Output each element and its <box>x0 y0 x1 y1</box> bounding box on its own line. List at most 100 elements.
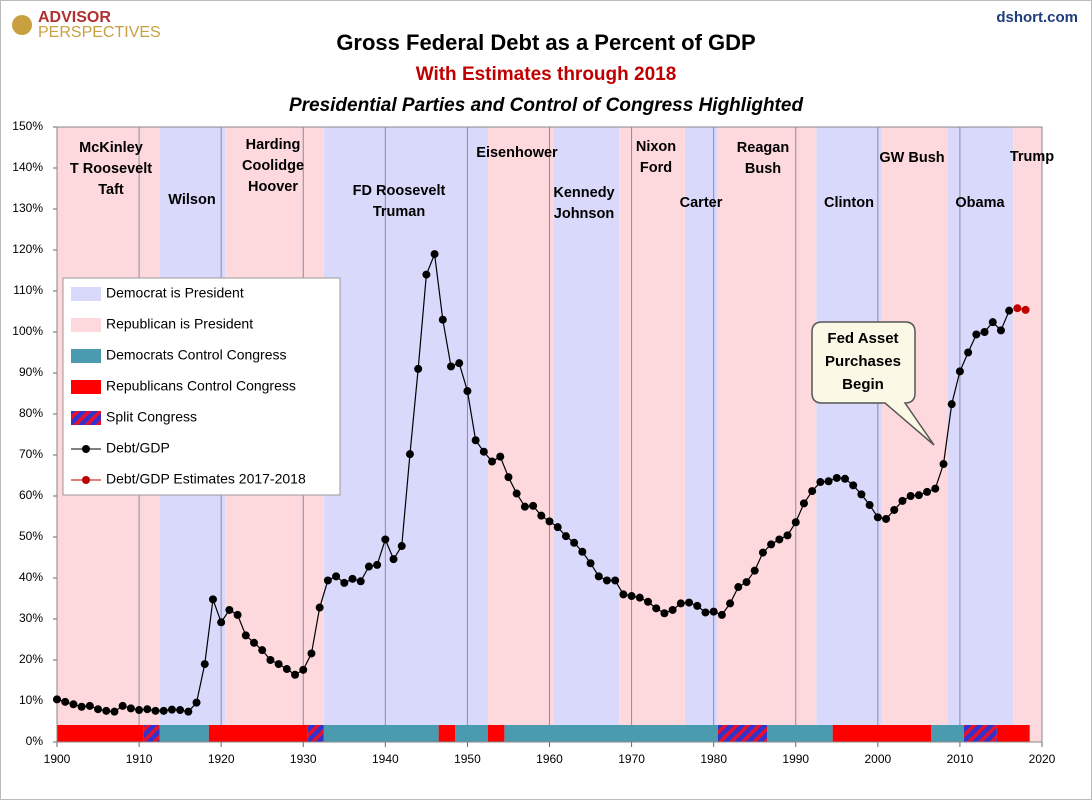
data-point <box>217 618 226 627</box>
y-tick-label: 80% <box>19 406 43 420</box>
data-point <box>561 532 570 541</box>
data-point <box>1013 304 1022 313</box>
data-point <box>405 450 414 459</box>
president-label: Obama <box>955 195 1005 211</box>
data-point <box>471 436 480 445</box>
president-label: T Roosevelt <box>70 161 152 177</box>
data-point <box>479 447 488 456</box>
president-label: Nixon <box>636 139 676 155</box>
data-point <box>996 326 1005 335</box>
annotation: Fed Asset <box>827 330 898 347</box>
data-point <box>455 359 464 368</box>
congress-bar <box>307 725 324 742</box>
y-tick-label: 120% <box>12 242 43 256</box>
data-point <box>151 706 160 715</box>
data-point <box>619 590 628 599</box>
data-point <box>914 491 923 500</box>
data-point <box>627 592 636 601</box>
data-point <box>832 473 841 482</box>
data-point <box>668 605 677 614</box>
y-tick-label: 30% <box>19 611 43 625</box>
data-point <box>816 478 825 487</box>
data-point <box>750 566 759 575</box>
x-tick-label: 1980 <box>700 752 727 766</box>
congress-bar <box>767 725 833 742</box>
legend-marker <box>82 476 90 484</box>
data-point <box>841 474 849 483</box>
y-tick-label: 50% <box>19 529 43 543</box>
callout <box>811 321 935 446</box>
x-tick-label: 1960 <box>536 752 563 766</box>
congress-bar <box>832 725 932 742</box>
data-point <box>167 705 176 714</box>
data-point <box>644 597 652 606</box>
data-point <box>529 501 538 510</box>
congress-bar <box>455 725 488 742</box>
data-point <box>381 535 390 544</box>
y-tick-label: 110% <box>13 283 43 297</box>
data-point <box>307 649 316 658</box>
data-point <box>77 702 86 711</box>
data-point <box>85 701 94 710</box>
data-point <box>504 473 513 482</box>
data-point <box>176 706 185 715</box>
subtitle: Presidential Parties and Control of Cong… <box>289 95 804 116</box>
data-point <box>635 593 644 602</box>
data-point <box>430 250 439 259</box>
data-point <box>389 555 398 564</box>
data-point <box>373 560 382 569</box>
president-label: Truman <box>373 204 425 220</box>
data-point <box>250 638 258 647</box>
president-label: Hoover <box>248 179 298 195</box>
legend-swatch <box>71 287 101 301</box>
congress-bar <box>717 725 768 742</box>
president-label: Eisenhower <box>476 145 558 161</box>
legend-swatch <box>71 411 101 425</box>
x-tick-label: 1990 <box>782 752 809 766</box>
congress-bar <box>438 725 456 742</box>
congress-bar <box>931 725 965 742</box>
subtitle: With Estimates through 2018 <box>416 64 677 85</box>
data-point <box>824 477 833 486</box>
president-band <box>553 127 620 742</box>
data-point <box>233 610 242 619</box>
data-point <box>717 610 726 619</box>
source: dshort.com <box>996 9 1078 26</box>
data-point <box>693 601 702 610</box>
data-point <box>184 707 193 716</box>
data-point <box>701 608 710 617</box>
logo-icon <box>12 15 32 35</box>
legend-label: Democrats Control Congress <box>106 347 287 363</box>
data-point <box>611 576 620 585</box>
data-point <box>923 487 932 496</box>
annotation: Purchases <box>825 353 901 370</box>
legend-box <box>62 277 341 496</box>
legend-marker <box>82 445 90 453</box>
data-point <box>898 496 907 505</box>
data-point <box>299 665 308 674</box>
data-point <box>200 660 209 669</box>
data-point <box>258 646 267 655</box>
data-point <box>709 607 718 616</box>
president-label: Ford <box>640 160 672 176</box>
data-point <box>865 501 874 510</box>
president-label: Reagan <box>737 140 789 156</box>
president-label: Taft <box>98 182 124 198</box>
y-tick-label: 70% <box>19 447 43 461</box>
data-point <box>849 481 858 490</box>
data-point <box>545 517 554 526</box>
logo: PERSPECTIVES <box>38 24 161 41</box>
congress-bar <box>487 725 505 742</box>
x-tick-label: 1970 <box>618 752 645 766</box>
data-point <box>274 660 283 669</box>
data-point <box>110 707 119 716</box>
y-tick-label: 100% <box>12 324 43 338</box>
president-band <box>816 127 882 742</box>
data-point <box>282 665 291 674</box>
data-point <box>291 670 300 679</box>
data-point <box>980 328 989 336</box>
data-point <box>512 489 521 498</box>
data-point <box>315 603 324 612</box>
data-point <box>447 362 455 371</box>
president-band <box>323 127 488 742</box>
